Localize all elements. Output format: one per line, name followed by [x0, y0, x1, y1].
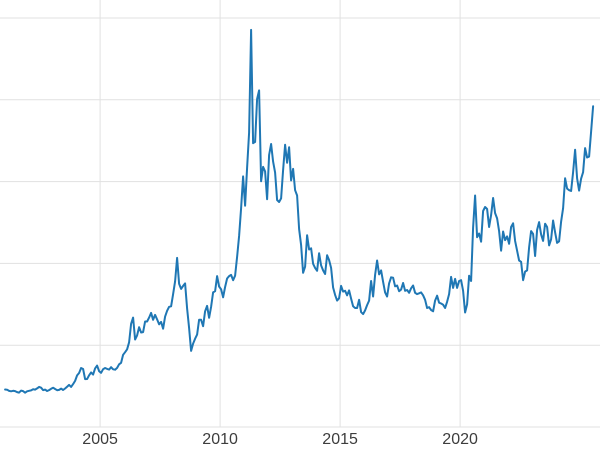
x-tick-label: 2015: [322, 431, 358, 448]
price-series-line: [4, 28, 595, 394]
x-tick-label: 2020: [442, 431, 478, 448]
x-tick-label: 2010: [202, 431, 238, 448]
x-tick-label: 2005: [82, 431, 118, 448]
